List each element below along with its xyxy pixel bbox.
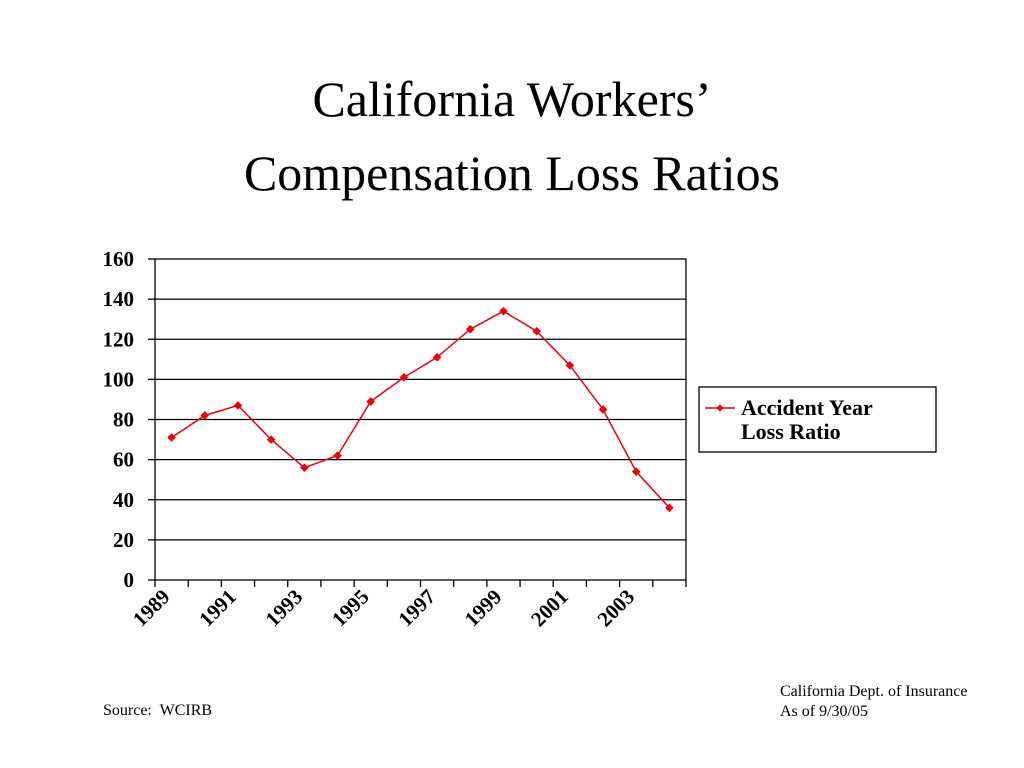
y-tick-label-20: 20: [113, 528, 134, 552]
source-note: Source: WCIRB: [103, 702, 213, 719]
data-point-1998: [465, 324, 475, 334]
credit-note: California Dept. of Insurance As of 9/30…: [780, 682, 967, 722]
data-point-1993: [300, 463, 309, 472]
data-point-1994: [333, 451, 342, 460]
x-tick-label-2003: 2003: [592, 585, 639, 632]
x-tick-label-1997: 1997: [393, 585, 440, 632]
data-point-1996: [399, 373, 409, 382]
y-tick-label-60: 60: [113, 448, 134, 472]
data-point-2003: [631, 467, 641, 476]
y-tick-label-80: 80: [113, 408, 134, 432]
x-tick-label-1995: 1995: [327, 585, 374, 632]
y-tick-label-140: 140: [103, 287, 135, 311]
credit-line-2: As of 9/30/05: [780, 703, 868, 720]
x-tick-label-1989: 1989: [128, 585, 175, 632]
title-line-1: California Workers’: [312, 71, 712, 127]
data-point-1989: [167, 433, 176, 442]
data-point-2002: [598, 405, 608, 414]
legend-label-line-2: Loss Ratio: [741, 419, 841, 444]
y-tick-label-0: 0: [124, 568, 135, 592]
data-point-2000: [532, 326, 541, 336]
data-point-1992: [266, 435, 276, 444]
x-tick-label-2001: 2001: [526, 585, 573, 632]
y-tick-label-160: 160: [103, 247, 135, 271]
title-line-2: Compensation Loss Ratios: [243, 145, 781, 201]
x-tick-label-1999: 1999: [460, 585, 507, 632]
y-tick-label-100: 100: [103, 367, 135, 391]
data-point-1999: [499, 306, 508, 316]
legend-box: [698, 386, 937, 453]
data-point-2001: [565, 361, 575, 370]
chart-title: California Workers’ Compensation Loss Ra…: [0, 62, 1024, 210]
legend-label-line-1: Accident Year: [741, 395, 873, 420]
credit-line-1: California Dept. of Insurance: [780, 683, 968, 700]
legend-marker: [716, 404, 724, 412]
data-point-2004: [665, 503, 674, 513]
series-line: [171, 310, 670, 509]
y-tick-label-40: 40: [113, 488, 134, 512]
x-tick-label-1993: 1993: [261, 585, 308, 632]
data-point-1991: [233, 401, 243, 410]
data-point-1995: [366, 397, 376, 406]
data-point-1997: [432, 352, 442, 362]
y-tick-label-120: 120: [103, 327, 135, 351]
data-point-1990: [200, 411, 210, 420]
x-tick-label-1991: 1991: [194, 585, 241, 632]
